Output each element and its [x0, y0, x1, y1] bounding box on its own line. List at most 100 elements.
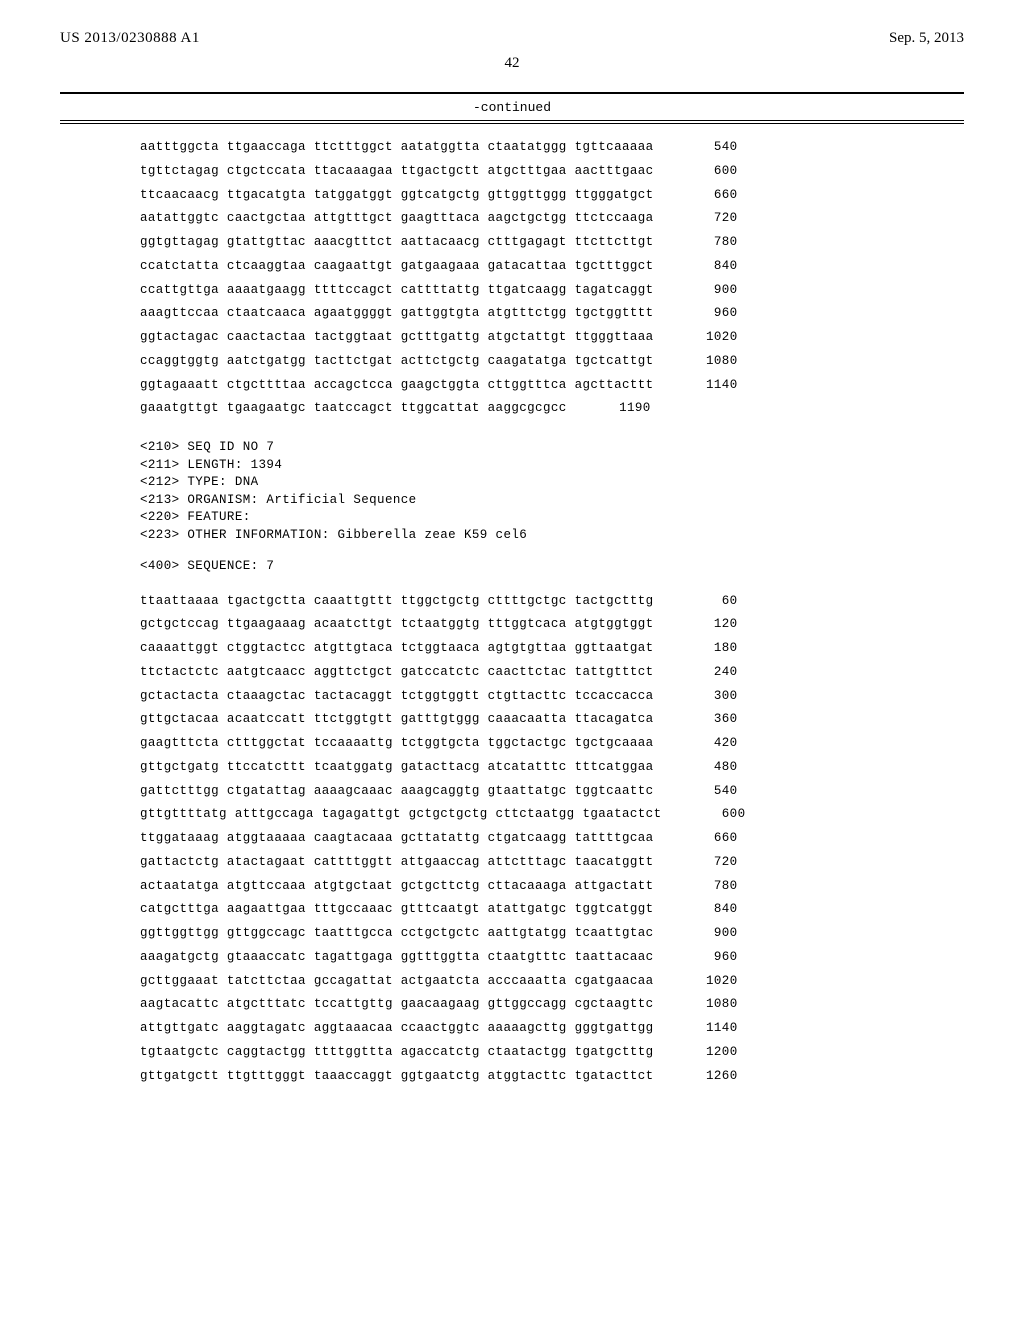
sequence-groups: aatttggcta ttgaaccaga ttctttggct aatatgg… [140, 136, 654, 160]
sequence-position: 1140 [678, 374, 738, 398]
sequence-groups: ggtgttagag gtattgttac aaacgtttct aattaca… [140, 231, 654, 255]
continued-label: -continued [473, 100, 551, 115]
sequence-position: 900 [678, 279, 738, 303]
sequence-position: 720 [678, 207, 738, 231]
sequence-groups: actaatatga atgttccaaa atgtgctaat gctgctt… [140, 875, 654, 899]
sequence-groups: gaaatgttgt tgaagaatgc taatccagct ttggcat… [140, 397, 567, 421]
sequence-position: 960 [678, 302, 738, 326]
sequence-groups: attgttgatc aaggtagatc aggtaaacaa ccaactg… [140, 1017, 654, 1041]
sequence-groups: gttgctgatg ttccatcttt tcaatggatg gatactt… [140, 756, 654, 780]
sequence-position: 1080 [678, 993, 738, 1017]
sequence-groups: ttaattaaaa tgactgctta caaattgttt ttggctg… [140, 590, 654, 614]
meta-line: <213> ORGANISM: Artificial Sequence [140, 492, 964, 510]
sequence-position: 60 [678, 590, 738, 614]
sequence-row: aagtacattc atgctttatc tccattgttg gaacaag… [140, 993, 964, 1017]
sequence-groups: ccatctatta ctcaaggtaa caagaattgt gatgaag… [140, 255, 654, 279]
sequence-400-label: <400> SEQUENCE: 7 [140, 559, 274, 573]
sequence-groups: ttggataaag atggtaaaaa caagtacaaa gcttata… [140, 827, 654, 851]
sequence-groups: gcttggaaat tatcttctaa gccagattat actgaat… [140, 970, 654, 994]
sequence-position: 780 [678, 875, 738, 899]
sequence-position: 1140 [678, 1017, 738, 1041]
sequence-row: tgtaatgctc caggtactgg ttttggttta agaccat… [140, 1041, 964, 1065]
publication-date: Sep. 5, 2013 [889, 30, 964, 47]
sequence-position: 840 [678, 898, 738, 922]
sequence-groups: gattactctg atactagaat cattttggtt attgaac… [140, 851, 654, 875]
sequence-groups: gaagtttcta ctttggctat tccaaaattg tctggtg… [140, 732, 654, 756]
sequence-row: ttctactctc aatgtcaacc aggttctgct gatccat… [140, 661, 964, 685]
sequence-row: aaagatgctg gtaaaccatc tagattgaga ggtttgg… [140, 946, 964, 970]
sequence-groups: gttgatgctt ttgtttgggt taaaccaggt ggtgaat… [140, 1065, 654, 1089]
sequence-row: gcttggaaat tatcttctaa gccagattat actgaat… [140, 970, 964, 994]
sequence-row: ttcaacaacg ttgacatgta tatggatggt ggtcatg… [140, 184, 964, 208]
sequence-row: ccattgttga aaaatgaagg ttttccagct catttta… [140, 279, 964, 303]
sequence-row: gaaatgttgt tgaagaatgc taatccagct ttggcat… [140, 397, 964, 421]
sequence-position: 660 [678, 827, 738, 851]
sequence-position: 1020 [678, 326, 738, 350]
sequence-position: 1200 [678, 1041, 738, 1065]
sequence-groups: gttgttttatg atttgccaga tagagattgt gctgct… [140, 803, 661, 827]
sequence-position: 420 [678, 732, 738, 756]
sequence-row: ggtagaaatt ctgcttttaa accagctcca gaagctg… [140, 374, 964, 398]
sequence-position: 840 [678, 255, 738, 279]
sequence-position: 600 [685, 803, 745, 827]
sequence-row: ccaggtggtg aatctgatgg tacttctgat acttctg… [140, 350, 964, 374]
continued-underline [60, 123, 964, 124]
sequence-groups: aaagatgctg gtaaaccatc tagattgaga ggtttgg… [140, 946, 654, 970]
sequence-groups: ttctactctc aatgtcaacc aggttctgct gatccat… [140, 661, 654, 685]
sequence-row: ttggataaag atggtaaaaa caagtacaaa gcttata… [140, 827, 964, 851]
meta-line: <223> OTHER INFORMATION: Gibberella zeae… [140, 527, 964, 545]
sequence-row: catgctttga aagaattgaa tttgccaaac gtttcaa… [140, 898, 964, 922]
sequence-groups: caaaattggt ctggtactcc atgttgtaca tctggta… [140, 637, 654, 661]
publication-number: US 2013/0230888 A1 [60, 30, 200, 47]
sequence-groups: gctgctccag ttgaagaaag acaatcttgt tctaatg… [140, 613, 654, 637]
sequence-row: gttgctgatg ttccatcttt tcaatggatg gatactt… [140, 756, 964, 780]
sequence-position: 300 [678, 685, 738, 709]
sequence-position: 600 [678, 160, 738, 184]
sequence-position: 960 [678, 946, 738, 970]
sequence-row: aaagttccaa ctaatcaaca agaatggggt gattggt… [140, 302, 964, 326]
sequence-position: 360 [678, 708, 738, 732]
meta-line: <210> SEQ ID NO 7 [140, 439, 964, 457]
sequence-position: 780 [678, 231, 738, 255]
sequence-row: gaagtttcta ctttggctat tccaaaattg tctggtg… [140, 732, 964, 756]
sequence-row: ggtactagac caactactaa tactggtaat gctttga… [140, 326, 964, 350]
sequence-groups: aagtacattc atgctttatc tccattgttg gaacaag… [140, 993, 654, 1017]
sequence-row: caaaattggt ctggtactcc atgttgtaca tctggta… [140, 637, 964, 661]
sequence-label: <400> SEQUENCE: 7 [140, 558, 964, 576]
sequence-row: aatttggcta ttgaaccaga ttctttggct aatatgg… [140, 136, 964, 160]
page-number: 42 [60, 55, 964, 72]
sequence-position: 1020 [678, 970, 738, 994]
meta-line: <220> FEATURE: [140, 509, 964, 527]
sequence-groups: gattctttgg ctgatattag aaaagcaaac aaagcag… [140, 780, 654, 804]
sequence-row: attgttgatc aaggtagatc aggtaaacaa ccaactg… [140, 1017, 964, 1041]
sequence-groups: ggtactagac caactactaa tactggtaat gctttga… [140, 326, 654, 350]
sequence-row: ttaattaaaa tgactgctta caaattgttt ttggctg… [140, 590, 964, 614]
sequence-block-2: ttaattaaaa tgactgctta caaattgttt ttggctg… [140, 590, 964, 1089]
sequence-row: gattactctg atactagaat cattttggtt attgaac… [140, 851, 964, 875]
sequence-position: 720 [678, 851, 738, 875]
sequence-position: 660 [678, 184, 738, 208]
sequence-groups: gttgctacaa acaatccatt ttctggtgtt gatttgt… [140, 708, 654, 732]
page-header: US 2013/0230888 A1 Sep. 5, 2013 [60, 30, 964, 47]
meta-line: <212> TYPE: DNA [140, 474, 964, 492]
sequence-row: gattctttgg ctgatattag aaaagcaaac aaagcag… [140, 780, 964, 804]
sequence-row: gctactacta ctaaagctac tactacaggt tctggtg… [140, 685, 964, 709]
sequence-metadata: <210> SEQ ID NO 7<211> LENGTH: 1394<212>… [140, 439, 964, 544]
sequence-position: 1080 [678, 350, 738, 374]
sequence-groups: ccattgttga aaaatgaagg ttttccagct catttta… [140, 279, 654, 303]
sequence-position: 540 [678, 136, 738, 160]
sequence-position: 540 [678, 780, 738, 804]
sequence-groups: aatattggtc caactgctaa attgtttgct gaagttt… [140, 207, 654, 231]
sequence-groups: ggttggttgg gttggccagc taatttgcca cctgctg… [140, 922, 654, 946]
sequence-block-1: aatttggcta ttgaaccaga ttctttggct aatatgg… [140, 136, 964, 421]
sequence-row: gttgatgctt ttgtttgggt taaaccaggt ggtgaat… [140, 1065, 964, 1089]
sequence-row: gttgttttatg atttgccaga tagagattgt gctgct… [140, 803, 964, 827]
sequence-position: 1260 [678, 1065, 738, 1089]
sequence-row: aatattggtc caactgctaa attgtttgct gaagttt… [140, 207, 964, 231]
meta-line: <211> LENGTH: 1394 [140, 457, 964, 475]
sequence-position: 180 [678, 637, 738, 661]
sequence-row: gttgctacaa acaatccatt ttctggtgtt gatttgt… [140, 708, 964, 732]
sequence-position: 120 [678, 613, 738, 637]
sequence-position: 900 [678, 922, 738, 946]
sequence-groups: ggtagaaatt ctgcttttaa accagctcca gaagctg… [140, 374, 654, 398]
